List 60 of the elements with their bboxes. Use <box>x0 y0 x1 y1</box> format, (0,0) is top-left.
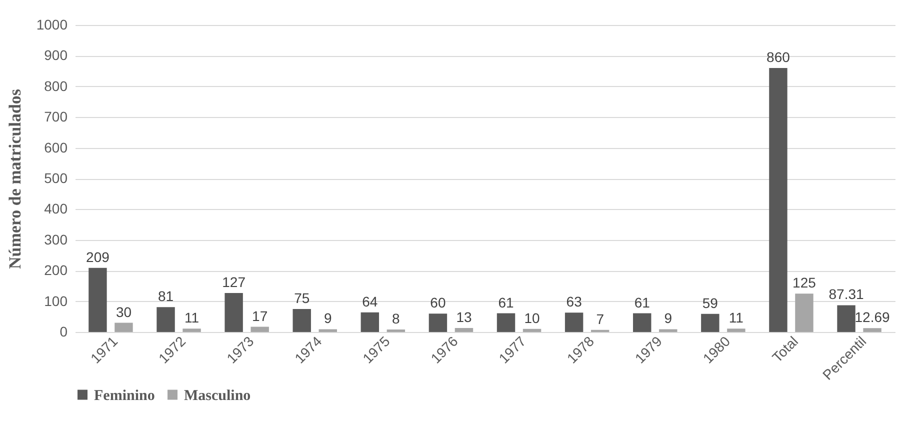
data-label: 12.69 <box>854 309 890 326</box>
data-label: 30 <box>116 304 132 320</box>
bar <box>522 328 542 332</box>
bar <box>863 328 882 332</box>
y-tick-label: 600 <box>44 139 68 156</box>
bar <box>292 308 311 332</box>
bar <box>454 328 474 332</box>
bar <box>360 312 380 332</box>
bar <box>88 268 107 332</box>
bar <box>182 328 201 332</box>
data-label: 11 <box>728 310 744 326</box>
data-label: 61 <box>498 294 514 310</box>
data-label: 64 <box>362 293 378 310</box>
data-label: 17 <box>252 308 268 324</box>
bar <box>564 312 584 332</box>
bar <box>428 314 448 332</box>
y-tick-label: 200 <box>44 262 68 278</box>
bar <box>701 314 720 332</box>
data-label: 11 <box>184 310 200 326</box>
bar <box>837 305 856 332</box>
bar <box>114 322 133 332</box>
data-label: 60 <box>430 294 446 311</box>
bar <box>795 294 814 332</box>
bar <box>224 293 243 332</box>
bar <box>156 307 175 332</box>
legend-label: Feminino <box>94 388 155 404</box>
y-tick-label: 500 <box>44 170 68 186</box>
y-tick-label: 400 <box>44 200 68 217</box>
bar <box>727 328 746 332</box>
bar <box>318 329 337 332</box>
bar <box>769 68 788 332</box>
bar <box>496 313 516 332</box>
data-label: 13 <box>456 309 472 326</box>
data-label: 59 <box>702 294 718 311</box>
data-label: 87.31 <box>828 286 864 302</box>
data-label: 81 <box>158 288 174 304</box>
y-tick-label: 1000 <box>36 16 68 32</box>
data-label: 860 <box>766 48 790 65</box>
data-label: 7 <box>596 310 604 327</box>
data-label: 9 <box>324 310 332 326</box>
data-label: 8 <box>392 310 400 327</box>
y-tick-label: 700 <box>44 108 68 125</box>
bar <box>659 329 678 332</box>
data-label: 9 <box>664 310 672 326</box>
bar <box>250 326 269 332</box>
y-tick-label: 0 <box>60 324 68 340</box>
data-label: 209 <box>86 248 110 265</box>
data-label: 75 <box>294 290 310 306</box>
y-tick-label: 300 <box>44 231 68 248</box>
y-tick-label: 900 <box>44 47 68 64</box>
data-label: 125 <box>792 274 816 291</box>
data-label: 63 <box>566 294 582 310</box>
legend-label: Masculino <box>184 388 251 404</box>
y-axis-title: Número de matriculados <box>5 88 24 270</box>
y-tick-label: 800 <box>44 78 68 94</box>
data-label: 127 <box>222 274 246 290</box>
data-label: 10 <box>524 310 540 326</box>
bar <box>633 313 652 332</box>
data-label: 61 <box>634 294 650 310</box>
y-tick-label: 100 <box>44 292 68 309</box>
